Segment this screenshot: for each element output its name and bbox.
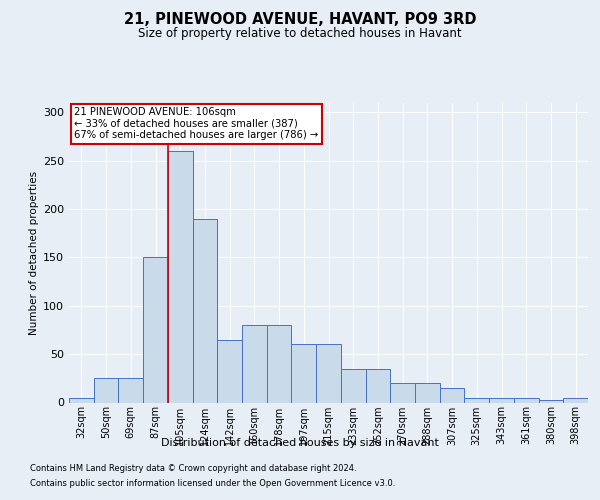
Bar (489, 398, 514, 402)
Bar (292, 344, 316, 403)
Text: Distribution of detached houses by size in Havant: Distribution of detached houses by size … (161, 438, 439, 448)
Bar (464, 398, 489, 402)
Bar (390, 383, 415, 402)
Bar (365, 368, 390, 402)
Bar (514, 398, 539, 402)
Bar (415, 383, 440, 402)
Bar (539, 400, 563, 402)
Bar (69, 398, 94, 402)
Bar (440, 388, 464, 402)
Bar (94, 378, 118, 402)
Text: Contains HM Land Registry data © Crown copyright and database right 2024.: Contains HM Land Registry data © Crown c… (30, 464, 356, 473)
Bar (242, 325, 267, 402)
Bar (143, 258, 168, 402)
Text: Contains public sector information licensed under the Open Government Licence v3: Contains public sector information licen… (30, 479, 395, 488)
Bar (168, 151, 193, 403)
Text: 21 PINEWOOD AVENUE: 106sqm
← 33% of detached houses are smaller (387)
67% of sem: 21 PINEWOOD AVENUE: 106sqm ← 33% of deta… (74, 107, 319, 140)
Y-axis label: Number of detached properties: Number of detached properties (29, 170, 39, 334)
Bar (563, 398, 588, 402)
Bar (217, 340, 242, 402)
Text: 21, PINEWOOD AVENUE, HAVANT, PO9 3RD: 21, PINEWOOD AVENUE, HAVANT, PO9 3RD (124, 12, 476, 28)
Bar (193, 218, 217, 402)
Bar (341, 368, 365, 402)
Text: Size of property relative to detached houses in Havant: Size of property relative to detached ho… (138, 28, 462, 40)
Bar (118, 378, 143, 402)
Bar (316, 344, 341, 403)
Bar (267, 325, 292, 402)
